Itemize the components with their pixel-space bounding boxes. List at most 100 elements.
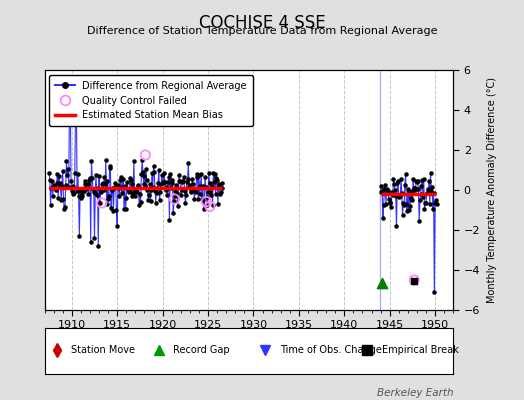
Point	[90, 235, 99, 241]
Point	[216, 191, 224, 197]
Point	[78, 190, 86, 196]
Point	[88, 158, 96, 164]
Point	[110, 185, 118, 191]
Point	[54, 195, 62, 202]
Point	[54, 173, 63, 180]
Point	[182, 192, 190, 198]
Point	[123, 179, 131, 186]
Point	[170, 196, 179, 202]
Point	[122, 205, 130, 212]
Point	[169, 210, 178, 216]
Point	[83, 185, 91, 191]
Point	[187, 186, 195, 193]
Point	[202, 194, 211, 200]
Point	[143, 177, 151, 184]
Point	[405, 207, 413, 213]
Point	[168, 179, 176, 186]
Point	[57, 197, 66, 203]
Point	[161, 179, 169, 185]
Point	[154, 180, 162, 187]
Text: Record Gap: Record Gap	[173, 345, 230, 355]
Point	[414, 186, 423, 193]
Point	[47, 201, 55, 208]
Point	[108, 187, 116, 193]
Point	[403, 207, 411, 214]
Point	[178, 178, 187, 185]
Point	[46, 176, 54, 183]
Point	[108, 185, 117, 192]
Point	[64, 166, 72, 172]
Point	[62, 158, 71, 164]
Point	[127, 193, 136, 200]
Point	[86, 175, 94, 182]
Point	[118, 184, 127, 190]
Point	[83, 181, 92, 188]
Point	[165, 217, 173, 224]
Point	[209, 202, 217, 208]
Point	[397, 176, 405, 182]
Point	[199, 197, 208, 203]
Point	[63, 172, 71, 178]
Point	[386, 199, 394, 206]
Point	[74, 192, 83, 199]
Point	[105, 162, 114, 169]
Point	[174, 178, 183, 184]
Point	[94, 243, 103, 249]
Point	[120, 206, 128, 212]
Point	[151, 199, 160, 206]
Point	[102, 201, 111, 207]
Point	[49, 192, 57, 199]
Point	[408, 188, 416, 194]
Point	[432, 201, 441, 207]
Point	[214, 183, 223, 189]
Point	[432, 196, 440, 203]
Point	[429, 206, 437, 212]
Point	[115, 193, 124, 199]
Point	[429, 190, 438, 197]
Point	[380, 186, 389, 192]
Point	[127, 177, 135, 183]
Point	[79, 187, 88, 193]
Point	[184, 160, 192, 166]
Point	[218, 185, 226, 191]
Point	[89, 186, 97, 192]
Point	[192, 170, 201, 177]
Point	[395, 194, 403, 200]
Point	[171, 193, 180, 200]
Point	[141, 182, 149, 189]
Point	[431, 200, 439, 206]
Point	[401, 171, 410, 177]
Point	[129, 158, 138, 164]
Point	[197, 171, 205, 178]
Point	[187, 189, 195, 195]
Point	[45, 170, 53, 176]
Point	[410, 278, 418, 284]
Point	[102, 157, 110, 164]
Point	[381, 182, 389, 188]
Point	[194, 196, 202, 202]
Point	[376, 182, 385, 189]
Point	[88, 174, 96, 181]
Point	[430, 289, 439, 295]
Point	[117, 190, 126, 196]
Point	[185, 183, 193, 190]
Point	[175, 172, 183, 179]
Point	[399, 200, 408, 206]
Point	[97, 200, 106, 206]
Point	[196, 183, 205, 189]
Point	[177, 192, 185, 199]
Point	[191, 186, 199, 192]
Point	[183, 178, 191, 185]
Point	[100, 187, 108, 193]
Point	[59, 196, 68, 203]
Point	[190, 187, 198, 193]
Point	[73, 188, 81, 194]
Point	[393, 180, 401, 186]
Point	[124, 189, 133, 195]
Y-axis label: Monthly Temperature Anomaly Difference (°C): Monthly Temperature Anomaly Difference (…	[487, 77, 497, 303]
Point	[425, 201, 434, 208]
Point	[149, 162, 158, 169]
Point	[134, 183, 142, 189]
Point	[85, 177, 93, 183]
Point	[75, 233, 83, 239]
